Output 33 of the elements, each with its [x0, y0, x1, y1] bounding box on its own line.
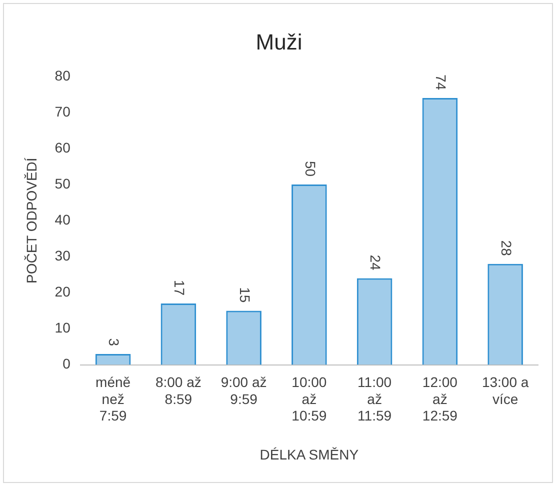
y-tick-label: 50 — [54, 175, 71, 192]
y-tick-label: 0 — [62, 356, 71, 372]
y-tick-label: 10 — [54, 320, 71, 336]
data-label: 28 — [498, 240, 514, 256]
bar — [422, 98, 458, 365]
bar — [488, 264, 523, 365]
bar — [226, 310, 262, 365]
data-label: 24 — [368, 254, 384, 270]
x-tick-label: 8:00 až 8:59 — [155, 374, 202, 407]
x-tick-label: 10:00 až 10:59 — [292, 374, 327, 424]
x-tick-label: 13:00 a více — [482, 374, 529, 407]
y-tick-label: 80 — [54, 67, 71, 84]
y-tick-label: 70 — [54, 103, 71, 120]
y-tick-label: 60 — [54, 139, 71, 156]
bar — [356, 278, 392, 365]
y-tick-label: 40 — [54, 211, 71, 228]
y-axis-title: POČET ODPOVĚDÍ — [23, 158, 40, 284]
x-tick-label: 11:00 až 11:59 — [358, 374, 392, 424]
data-label: 74 — [433, 74, 450, 90]
x-tick-label: 9:00 až 9:59 — [220, 374, 267, 407]
y-tick-label: 20 — [54, 284, 71, 300]
data-label: 15 — [236, 287, 253, 303]
data-label: 50 — [302, 160, 318, 177]
bar — [292, 184, 327, 365]
bar — [160, 304, 196, 365]
data-label: 3 — [106, 338, 122, 346]
data-label: 17 — [172, 280, 188, 296]
x-tick-label: 12:00 až 12:59 — [422, 374, 458, 424]
chart-title: Muži — [256, 29, 302, 54]
x-tick-label: méně než 7:59 — [96, 374, 131, 424]
bar — [95, 354, 131, 365]
x-axis-title: DÉLKA SMĚNY — [260, 446, 360, 462]
y-tick-label: 30 — [54, 248, 71, 264]
